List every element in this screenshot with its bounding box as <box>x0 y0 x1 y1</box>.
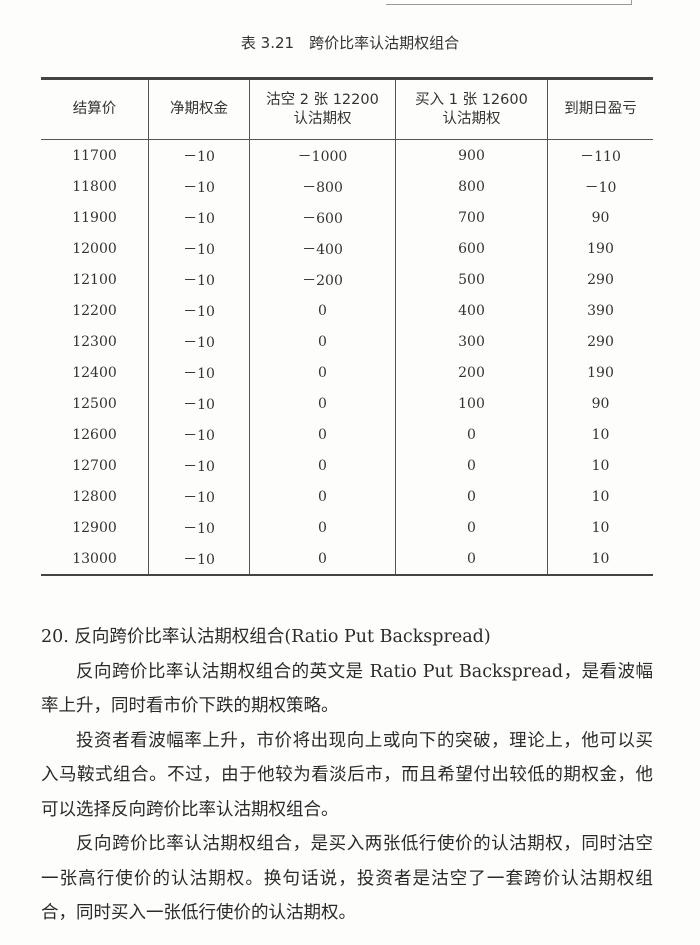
table-row: 13000 －10 0 0 10 <box>41 543 653 575</box>
table-cell: －800 <box>249 171 396 202</box>
table-cell: 0 <box>249 326 396 357</box>
table-cell: －10 <box>547 171 653 202</box>
data-table: 结算价 净期权金 沽空 2 张 12200 认沽期权 买入 1 张 12600 认沽期权到… <box>41 77 653 576</box>
paragraph: 反向跨价比率认沽期权组合，是买入两张低行使价的认沽期权，同时沽空一张高行使价的认… <box>41 834 653 923</box>
table-row: 12400 －10 0 200 190 <box>41 357 653 388</box>
table-cell: 190 <box>547 357 653 388</box>
table-cell: 800 <box>395 171 548 202</box>
table-row: 12000 －10 －400 600 190 <box>41 233 653 264</box>
table-cell: 12300 <box>72 333 117 350</box>
table-cell: 12500 <box>72 395 117 412</box>
column-header: 沽空 2 张 12200 认沽期权 <box>249 78 396 140</box>
table-cell: 12600 <box>72 426 117 443</box>
table-cell: 0 <box>395 419 548 450</box>
table-cell: 12200 <box>72 302 117 319</box>
table-row: 12800 －10 0 0 10 <box>41 481 653 512</box>
table-cell: －10 <box>148 326 250 357</box>
table-cell: －1000 <box>249 139 396 171</box>
table-cell: 10 <box>547 543 653 575</box>
table-header-row: 结算价 净期权金 沽空 2 张 12200 认沽期权 买入 1 张 12600 认沽期权到… <box>41 78 653 140</box>
table-cell: 13000 <box>72 550 117 567</box>
table-cell: 0 <box>249 481 396 512</box>
table-cell: 500 <box>395 264 548 295</box>
table-cell: 11700 <box>72 147 117 164</box>
table-cell: 100 <box>395 388 548 419</box>
table-cell: －10 <box>148 264 250 295</box>
table-row: 11800 －10 －800 800 －10 <box>41 171 653 202</box>
table-title: 表 3.21 跨价比率认沽期权组合 <box>240 34 460 52</box>
table-cell: －10 <box>148 388 250 419</box>
table-cell: 10 <box>547 481 653 512</box>
column-header: 结算价 <box>41 78 149 140</box>
table-cell: －10 <box>148 233 250 264</box>
table-cell: 390 <box>547 295 653 326</box>
column-header: 到期日盈亏 <box>547 78 653 140</box>
table-cell: 12100 <box>72 271 117 288</box>
page-header-rule <box>386 0 632 5</box>
table-cell: －110 <box>547 139 653 171</box>
table-cell: －10 <box>148 543 250 575</box>
table-cell: －10 <box>148 481 250 512</box>
paragraph: 反向跨价比率认沽期权组合的英文是 Ratio Put Backspread，是看… <box>41 661 653 717</box>
table-cell: 12400 <box>72 364 117 381</box>
table-cell: 290 <box>547 326 653 357</box>
table-cell: 10 <box>547 419 653 450</box>
column-header: 净期权金 <box>148 78 250 140</box>
column-header: 买入 1 张 12600 认沽期权 <box>395 78 548 140</box>
table-cell: 12900 <box>72 519 117 536</box>
section-heading: 20. 反向跨价比率认沽期权组合(Ratio Put Backspread) <box>41 627 491 647</box>
table-cell: 0 <box>249 357 396 388</box>
paragraph: 投资者看波幅率上升，市价将出现向上或向下的突破，理论上，他可以买入马鞍式组合。不… <box>41 730 653 820</box>
table-cell: －10 <box>148 171 250 202</box>
table-cell: －10 <box>148 357 250 388</box>
table-cell: －200 <box>249 264 396 295</box>
table-cell: 0 <box>395 481 548 512</box>
table-cell: 11900 <box>72 209 117 226</box>
table-cell: 90 <box>547 388 653 419</box>
body-text: 20. 反向跨价比率认沽期权组合(Ratio Put Backspread) 反… <box>41 620 653 931</box>
table-cell: 290 <box>547 264 653 295</box>
table-row: 12200 －10 0 400 390 <box>41 295 653 326</box>
table-cell: 12000 <box>72 240 117 257</box>
table-cell: 900 <box>395 139 548 171</box>
table-row: 12300 －10 0 300 290 <box>41 326 653 357</box>
table-cell: 0 <box>249 543 396 575</box>
table-cell: －10 <box>148 139 250 171</box>
table-row: 12100 －10 －200 500 290 <box>41 264 653 295</box>
table-cell: 0 <box>249 388 396 419</box>
table-row: 11700 －10 －1000 900 －110 <box>41 139 653 171</box>
table-cell: 700 <box>395 202 548 233</box>
table-cell: －10 <box>148 202 250 233</box>
table-cell: －600 <box>249 202 396 233</box>
table-cell: 0 <box>249 512 396 543</box>
table-cell: －10 <box>148 450 250 481</box>
table-cell: 0 <box>249 419 396 450</box>
table-cell: －10 <box>148 512 250 543</box>
table-row: 12900 －10 0 0 10 <box>41 512 653 543</box>
table-cell: 11800 <box>72 178 117 195</box>
table-cell: 300 <box>395 326 548 357</box>
table-cell: 600 <box>395 233 548 264</box>
table-cell: 400 <box>395 295 548 326</box>
table-cell: 90 <box>547 202 653 233</box>
table-row: 11900 －10 －600 700 90 <box>41 202 653 233</box>
table-cell: 0 <box>395 450 548 481</box>
table-row: 12500 －10 0 100 90 <box>41 388 653 419</box>
table-cell: －10 <box>148 295 250 326</box>
table-cell: 190 <box>547 233 653 264</box>
table-cell: 200 <box>395 357 548 388</box>
table-cell: 0 <box>249 295 396 326</box>
table-cell: －10 <box>148 419 250 450</box>
table-cell: 10 <box>547 450 653 481</box>
table-cell: 0 <box>249 450 396 481</box>
table-cell: 0 <box>395 543 548 575</box>
table-cell: 12800 <box>72 488 117 505</box>
table-row: 12600 －10 0 0 10 <box>41 419 653 450</box>
table-row: 12700 －10 0 0 10 <box>41 450 653 481</box>
table-cell: 0 <box>395 512 548 543</box>
table-cell: 10 <box>547 512 653 543</box>
table-cell: 12700 <box>72 457 117 474</box>
table-cell: －400 <box>249 233 396 264</box>
